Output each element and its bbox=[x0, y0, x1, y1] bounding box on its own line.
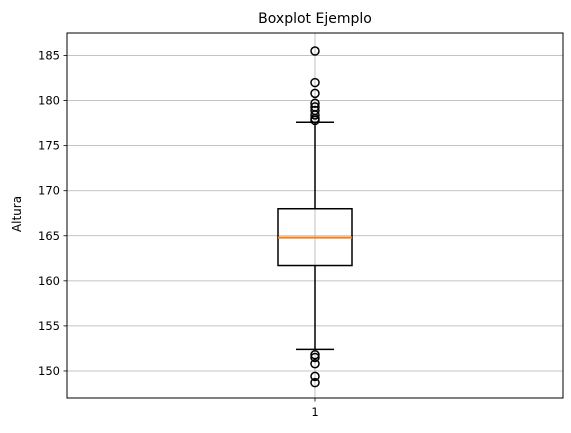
y-tick-label: 180 bbox=[38, 94, 60, 108]
y-tick-label: 150 bbox=[38, 364, 60, 378]
y-tick-label: 185 bbox=[38, 49, 60, 63]
y-axis-title: Altura bbox=[10, 196, 24, 232]
y-tick-label: 175 bbox=[38, 139, 60, 153]
y-tick-label: 170 bbox=[38, 184, 60, 198]
y-tick-label: 160 bbox=[38, 274, 60, 288]
outlier-point bbox=[310, 88, 320, 99]
outlier-point bbox=[310, 77, 320, 88]
x-axis-ticks: 1 bbox=[311, 398, 319, 419]
outlier-point bbox=[310, 352, 320, 363]
outlier-point bbox=[310, 359, 320, 369]
box-layer bbox=[277, 46, 353, 388]
outlier-point bbox=[310, 115, 320, 126]
outlier-point bbox=[310, 349, 320, 360]
outlier-point bbox=[310, 46, 320, 56]
outlier-point bbox=[310, 371, 320, 382]
y-axis-ticks: 150 155 160 165 170 175 180 185 bbox=[38, 49, 67, 378]
x-tick-label: 1 bbox=[311, 405, 318, 419]
y-tick-label: 155 bbox=[38, 319, 60, 333]
outlier-point bbox=[310, 98, 320, 109]
outlier-point bbox=[310, 377, 320, 388]
y-tick-label: 165 bbox=[38, 229, 60, 243]
chart-title: Boxplot Ejemplo bbox=[258, 11, 372, 27]
outlier-point bbox=[310, 110, 320, 120]
